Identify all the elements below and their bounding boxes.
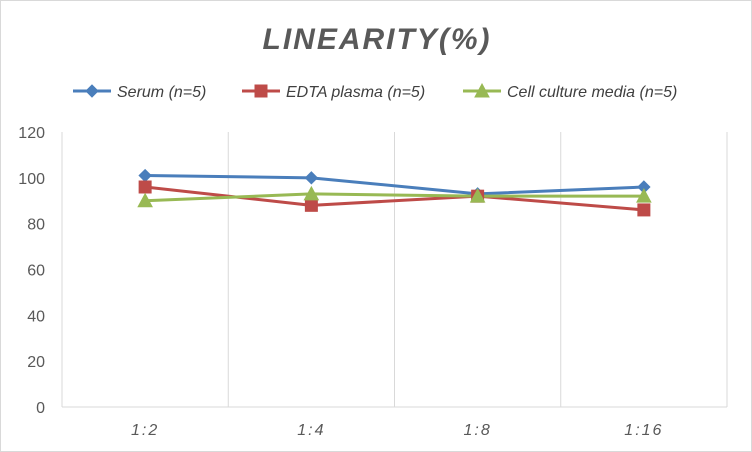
series-markers <box>137 168 652 217</box>
data-point-series-1 <box>304 171 319 185</box>
data-point-series-2 <box>304 198 318 212</box>
chart-title: LINEARITY(%) <box>263 23 492 56</box>
x-tick-label: 1:2 <box>131 422 159 439</box>
series-line-1 <box>145 174 644 196</box>
y-tick-label: 100 <box>18 171 45 188</box>
x-tick-label: 1:4 <box>297 422 325 439</box>
y-tick-label: 0 <box>36 400 45 417</box>
data-point-series-3 <box>303 185 320 201</box>
y-tick-label: 80 <box>27 217 45 234</box>
series-line-3 <box>145 192 644 203</box>
legend-marker-3 <box>474 82 490 98</box>
data-point-series-2 <box>637 203 651 217</box>
data-point-series-3 <box>636 188 652 203</box>
legend-marker-2 <box>254 84 268 98</box>
legend: Serum (n=5) EDTA plasma (n=5) Cell culture… <box>73 82 677 101</box>
x-tick-label: 1:8 <box>464 422 492 439</box>
legend-label-1: Serum (n=5) <box>117 84 206 101</box>
data-point-series-3 <box>137 192 153 208</box>
series-lines <box>144 174 644 212</box>
y-axis: 0 20 40 60 80 100 120 <box>18 125 45 417</box>
legend-label-3: Cell culture media (n=5) <box>507 84 677 101</box>
y-tick-label: 120 <box>18 125 45 142</box>
y-tick-label: 40 <box>27 308 45 325</box>
data-point-series-2 <box>138 180 152 194</box>
y-tick-label: 20 <box>27 354 45 371</box>
data-point-series-3 <box>469 188 486 203</box>
x-axis: 1:2 1:4 1:8 1:16 <box>131 422 663 439</box>
legend-label-2: EDTA plasma (n=5) <box>286 84 425 101</box>
gridlines <box>61 132 728 408</box>
legend-marker-1 <box>85 84 99 98</box>
x-tick-label: 1:16 <box>624 422 663 439</box>
data-point-series-1 <box>138 168 152 183</box>
y-tick-label: 60 <box>27 263 45 280</box>
